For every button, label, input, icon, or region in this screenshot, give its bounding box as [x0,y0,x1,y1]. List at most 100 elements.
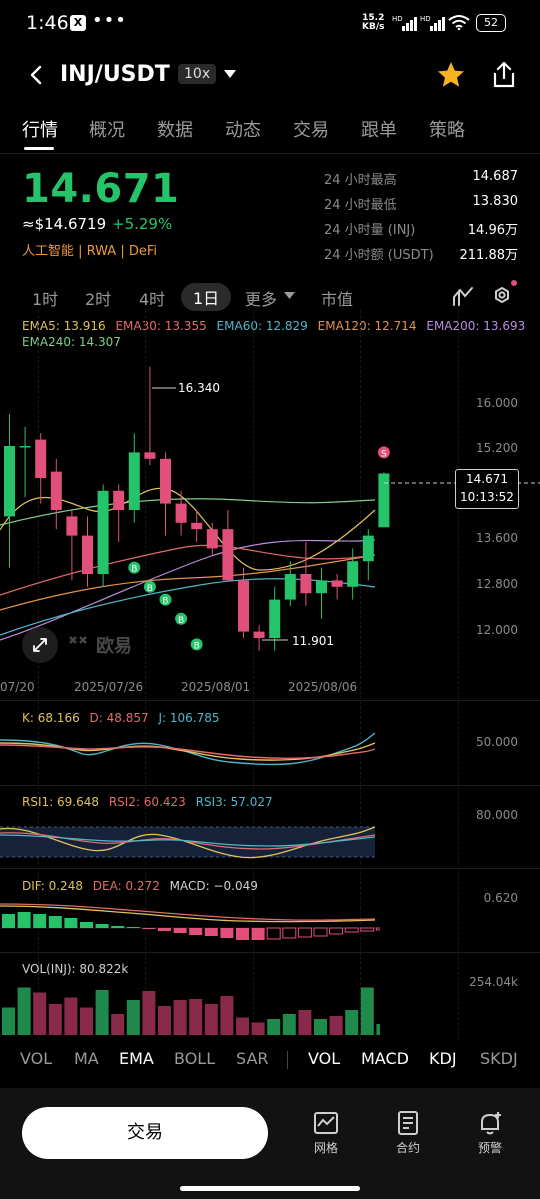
rsi1-label: RSI1: 69.648 [22,795,99,809]
high-label: 16.340 [178,381,220,395]
indicator-tab-sar[interactable]: SAR [236,1049,269,1068]
macd-bar [173,928,187,933]
tab-news[interactable]: 动态 [225,120,261,141]
buy-marker [128,561,141,574]
more-notifications-icon: ••• [92,10,127,31]
candle-body [300,574,312,594]
tab-copy[interactable]: 跟单 [361,120,397,141]
indicator-tab-kdj[interactable]: KDJ [429,1049,457,1068]
timeframe-1h[interactable]: 1时 [32,290,59,309]
candle-body [82,535,93,574]
candle-body [284,574,296,600]
grid-button[interactable]: 网格 [296,1110,356,1156]
candle-body [253,631,265,638]
watermark: 欧易 [69,635,132,657]
grid-line [253,310,254,1040]
tab-strategy[interactable]: 策略 [429,120,465,141]
price-tick: 12.000 [476,623,518,637]
volume-bar [204,1004,218,1035]
buy-marker [159,593,172,606]
indicator-tab-vol[interactable]: VOL [20,1049,53,1068]
tab-data[interactable]: 数据 [157,120,193,141]
active-tab-indicator [24,147,54,150]
sell-marker [377,446,390,459]
candle-body [378,473,390,528]
fullscreen-button[interactable] [22,627,58,663]
chart-settings-icon[interactable] [490,278,520,308]
indicator-tab-boll[interactable]: BOLL [174,1049,216,1068]
volume-bar [64,997,78,1035]
candle-body [4,446,15,517]
pair-title[interactable]: INJ/USDT [60,62,170,87]
candle-body [175,503,187,523]
vol-legend: VOL(INJ): 80.822k [22,962,129,976]
status-bar: 1:46 X ••• 15.2 KB/s HD HD 52 [0,0,540,46]
indicator-settings-icon[interactable] [452,285,474,307]
marker-label: S [381,449,387,459]
timeframe-market-cap[interactable]: 市值 [321,290,354,309]
candle-body [347,561,359,587]
macd-bar [17,912,31,928]
volume-bar [142,991,156,1035]
trade-button[interactable]: 交易 [22,1107,268,1159]
rsi-axis: 80.000 [476,808,518,822]
back-icon[interactable] [26,64,46,86]
indicator-tab-skdj[interactable]: SKDJ [480,1049,518,1068]
macd-bar [2,914,15,928]
sector-tags[interactable]: 人工智能 | RWA | DeFi [22,244,157,259]
tab-market[interactable]: 行情 [22,120,58,141]
timeframe-more[interactable]: 更多 [245,290,278,309]
tab-overview[interactable]: 概况 [89,120,125,141]
candle-countdown: 10:13:52 [460,490,514,504]
ema5-label: EMA5: 13.916 [22,319,106,333]
timeframe-4h[interactable]: 4时 [139,290,166,309]
macd-dif-line [0,905,376,923]
timeframe-2h[interactable]: 2时 [85,290,112,309]
macd-bar [48,916,62,928]
x-notification-icon: X [70,15,86,31]
indicator-tab-macd[interactable]: MACD [361,1049,409,1068]
candle-body [113,490,125,510]
contract-button[interactable]: 合约 [378,1110,438,1156]
candle-body [128,452,140,510]
main-tabs: 行情 概况 数据 动态 交易 跟单 策略 [0,116,540,152]
candle-body [238,580,249,632]
price-tick: 12.800 [476,577,518,591]
candle-body [331,580,343,587]
ema-legend: EMA5: 13.916 EMA30: 13.355 EMA60: 12.829… [22,318,532,350]
volume-bar [314,1019,327,1035]
status-time: 1:46 [26,12,69,34]
macd-bar [282,927,297,939]
timeframe-1d[interactable]: 1日 [181,283,232,311]
candle-body [144,452,156,459]
vol-axis: 254.04k [469,975,518,989]
candle-body [19,446,31,448]
share-icon[interactable] [490,60,518,90]
macd-bar [375,927,380,931]
dropdown-icon[interactable] [222,68,238,80]
price-change: +5.29% [112,215,173,233]
macd-bar [95,924,109,928]
divider [0,153,540,154]
ema240-label: EMA240: 14.307 [22,335,121,349]
volume-bar [95,990,109,1035]
macd-value-label: MACD: −0.049 [169,879,258,893]
kdj-axis: 50.000 [476,735,518,749]
alert-button[interactable]: 预警 [460,1110,520,1156]
star-icon[interactable] [436,60,466,90]
timeframe-bar: 1时 2时 4时 1日 更多 市值 [0,280,540,311]
indicator-tab-ma[interactable]: MA [74,1049,99,1068]
macd-bar [236,928,249,940]
network-speed: 15.2 KB/s [362,13,385,32]
svg-text:HD: HD [392,15,403,23]
rsi2-label: RSI2: 60.423 [108,795,186,809]
rsi-legend: RSI1: 69.648 RSI2: 60.423 RSI3: 57.027 [22,795,273,809]
macd-bar [126,927,140,928]
macd-axis: 0.620 [483,891,518,905]
indicator-tab-ema[interactable]: EMA [119,1049,154,1068]
indicator-tab-sub-vol[interactable]: VOL [308,1049,341,1068]
candlestick-chart[interactable]: BBBBBBBBS 16.340 11.901 欧易 [0,350,540,670]
candle-body [206,529,218,549]
tab-trade[interactable]: 交易 [293,120,329,141]
candle-body [191,522,203,530]
